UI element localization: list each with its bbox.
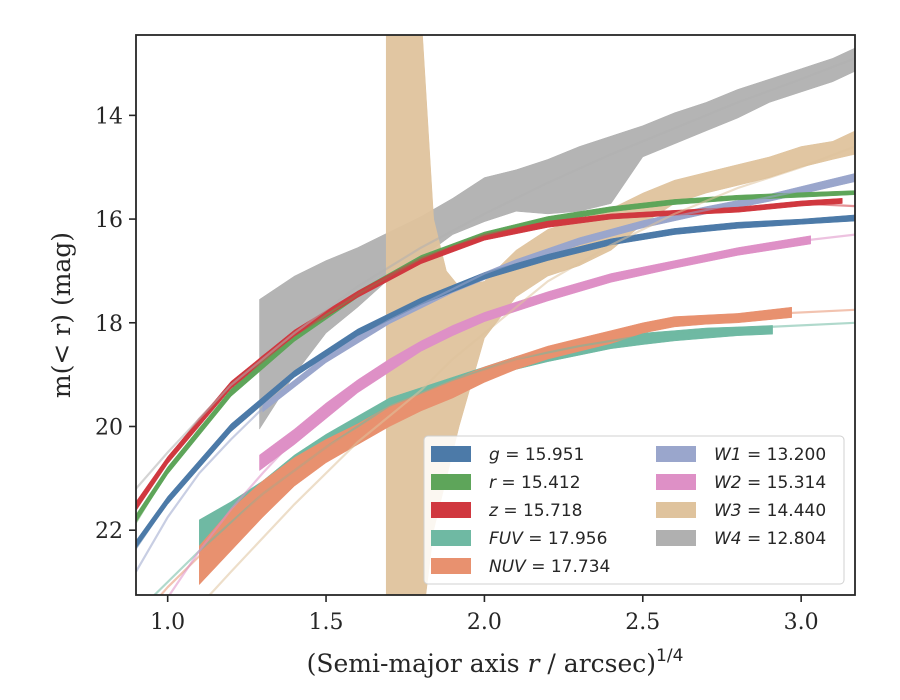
legend-label-w2: W2 = 15.314 <box>714 473 826 493</box>
plot-area <box>136 35 855 595</box>
y-tick-label: 20 <box>95 415 123 440</box>
legend-swatch-w3 <box>656 502 696 518</box>
model-curve-w3 <box>208 145 855 595</box>
legend-label-fuv: FUV = 17.956 <box>489 529 607 549</box>
band-r <box>136 190 855 523</box>
band-w3 <box>385 35 855 595</box>
legend-swatch-g <box>431 446 471 462</box>
legend-label-g: g = 15.951 <box>489 445 584 465</box>
model-curve-w2 <box>168 233 855 595</box>
legend: g = 15.951 r = 15.412 z = 15.718 FUV = 17.9… <box>423 435 845 585</box>
legend-label-w1: W1 = 13.200 <box>714 445 826 465</box>
legend-label-w3: W3 = 14.440 <box>714 501 826 521</box>
x-axis-ticks: 1.0 1.5 2.0 2.5 3.0 <box>150 595 819 635</box>
x-tick-label: 1.0 <box>150 610 185 635</box>
y-tick-label: 22 <box>95 519 123 544</box>
x-tick-label: 2.0 <box>467 610 502 635</box>
model-curve-w1 <box>136 176 855 573</box>
model-curve-nuv <box>159 308 855 595</box>
model-curve-g <box>136 216 855 549</box>
legend-swatch-w2 <box>656 474 696 490</box>
band-g <box>136 214 855 549</box>
legend-swatch-w4 <box>656 530 696 546</box>
x-tick-label: 3.0 <box>784 610 819 635</box>
legend-swatch-nuv <box>431 558 471 574</box>
x-tick-label: 2.5 <box>625 610 660 635</box>
y-axis-ticks: 14 16 18 20 22 <box>95 104 136 544</box>
legend-label-nuv: NUV = 17.734 <box>489 557 610 577</box>
legend-swatch-w1 <box>656 446 696 462</box>
x-axis-label: (Semi-major axis r / arcsec)1/4 <box>307 646 684 678</box>
x-tick-label: 1.5 <box>309 610 344 635</box>
band-w2 <box>259 235 811 472</box>
y-axis-label: m(< r) (mag) <box>47 232 76 398</box>
y-tick-label: 14 <box>95 104 123 129</box>
y-tick-label: 18 <box>95 312 123 337</box>
legend-swatch-r <box>431 474 471 490</box>
model-curve-w4 <box>136 57 855 490</box>
band-w4 <box>259 47 855 430</box>
model-curve-r <box>136 191 855 523</box>
model-curves <box>136 57 855 595</box>
plot-frame <box>135 34 856 596</box>
legend-frame <box>423 435 845 585</box>
legend-label-r: r = 15.412 <box>489 473 581 493</box>
legend-label-z: z = 15.718 <box>488 501 582 521</box>
legend-label-w4: W4 = 12.804 <box>714 529 826 549</box>
y-tick-label: 16 <box>95 208 123 233</box>
legend-swatch-z <box>431 502 471 518</box>
legend-swatch-fuv <box>431 530 471 546</box>
